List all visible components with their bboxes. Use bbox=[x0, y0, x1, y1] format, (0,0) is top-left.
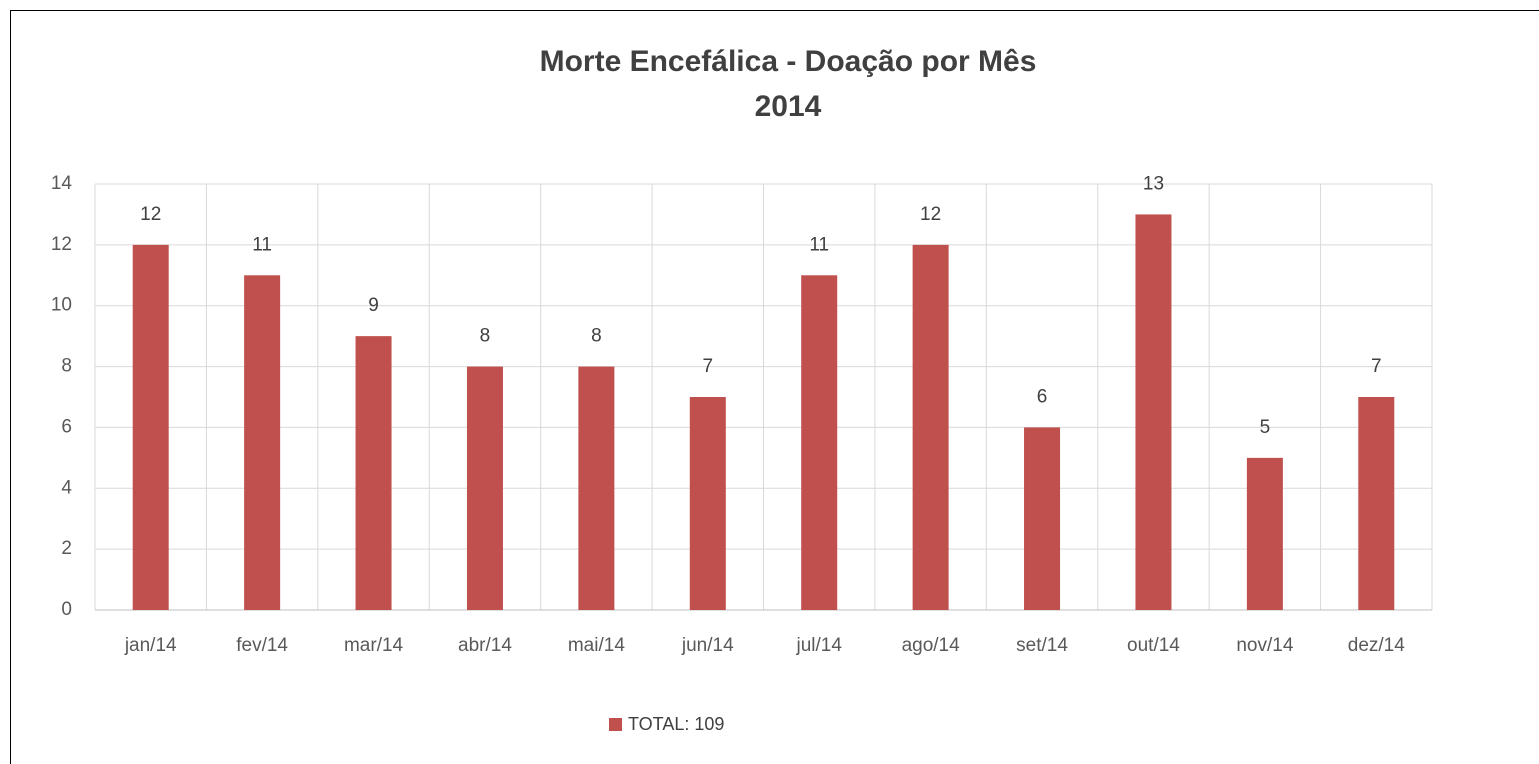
bar bbox=[1246, 457, 1283, 610]
bar bbox=[1358, 397, 1395, 610]
chart-title: Morte Encefálica - Doação por Mês bbox=[540, 45, 1037, 78]
data-label: 6 bbox=[1037, 386, 1048, 407]
x-tick-label: set/14 bbox=[1016, 635, 1068, 656]
y-tick-label: 10 bbox=[51, 295, 72, 316]
y-tick-label: 12 bbox=[51, 234, 72, 255]
bar bbox=[1024, 427, 1061, 610]
data-label: 8 bbox=[480, 326, 491, 347]
y-tick-label: 6 bbox=[61, 416, 72, 437]
x-tick-label: out/14 bbox=[1127, 635, 1180, 656]
x-tick-label: ago/14 bbox=[902, 635, 961, 656]
x-tick-label: jun/14 bbox=[681, 635, 734, 656]
legend-label: TOTAL: 109 bbox=[628, 714, 724, 734]
bar bbox=[912, 244, 949, 610]
x-tick-label: abr/14 bbox=[458, 635, 512, 656]
y-tick-label: 14 bbox=[51, 173, 73, 194]
data-label: 11 bbox=[809, 234, 829, 255]
x-tick-label: nov/14 bbox=[1236, 635, 1293, 656]
bar bbox=[578, 366, 615, 610]
x-tick-label: mai/14 bbox=[568, 635, 625, 656]
x-tick-label: jan/14 bbox=[124, 635, 177, 656]
bar bbox=[801, 275, 838, 610]
data-label: 5 bbox=[1260, 417, 1271, 438]
bar bbox=[689, 397, 726, 610]
data-label: 12 bbox=[920, 204, 941, 225]
data-label: 7 bbox=[1371, 356, 1382, 377]
bar bbox=[355, 336, 392, 610]
x-tick-label: dez/14 bbox=[1348, 635, 1405, 656]
data-label: 8 bbox=[591, 326, 602, 347]
bar bbox=[466, 366, 503, 610]
chart-subtitle: 2014 bbox=[755, 90, 822, 123]
data-label: 12 bbox=[140, 204, 161, 225]
y-tick-label: 0 bbox=[61, 599, 72, 620]
data-label: 11 bbox=[252, 234, 272, 255]
bar bbox=[244, 275, 281, 610]
y-tick-label: 2 bbox=[61, 538, 72, 559]
bar bbox=[132, 244, 169, 610]
data-label: 13 bbox=[1143, 173, 1164, 194]
bar bbox=[1135, 214, 1172, 610]
data-label: 7 bbox=[703, 356, 714, 377]
y-tick-label: 4 bbox=[61, 477, 72, 498]
x-tick-label: fev/14 bbox=[236, 635, 288, 656]
x-tick-label: jul/14 bbox=[795, 635, 842, 656]
data-label: 9 bbox=[368, 295, 379, 316]
y-tick-label: 8 bbox=[61, 356, 72, 377]
x-tick-label: mar/14 bbox=[344, 635, 404, 656]
legend-swatch bbox=[609, 718, 622, 731]
